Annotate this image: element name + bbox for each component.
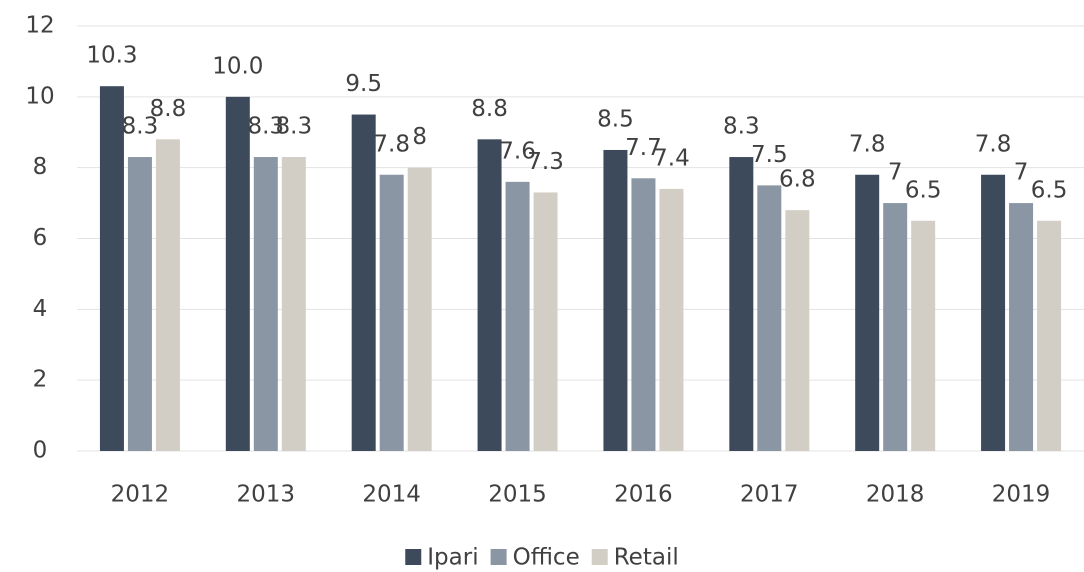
data-label: 8.3	[122, 114, 159, 140]
data-label: 6.5	[1031, 177, 1068, 203]
x-tick-label: 2014	[362, 482, 421, 508]
data-label: 8.3	[248, 114, 285, 140]
bar	[155, 139, 180, 452]
bar	[785, 210, 810, 451]
data-label: 8	[412, 124, 427, 150]
bar	[477, 139, 502, 452]
bar	[253, 157, 278, 451]
bar	[981, 174, 1006, 451]
bar	[505, 181, 530, 452]
x-tick-label: 2013	[237, 482, 296, 508]
data-label: 7.4	[653, 145, 690, 171]
data-label: 7.8	[373, 131, 410, 157]
bar	[379, 174, 404, 451]
legend-label: Office	[513, 545, 580, 571]
y-tick-label: 10	[25, 83, 54, 109]
y-tick-label: 4	[33, 296, 48, 322]
data-label: 9.5	[345, 71, 382, 97]
bar	[351, 114, 376, 452]
data-label: 7.5	[751, 142, 788, 168]
x-tick-label: 2018	[866, 482, 925, 508]
bar	[883, 203, 908, 451]
bar	[225, 96, 250, 451]
data-label: 8.8	[150, 96, 187, 122]
data-label: 6.5	[905, 177, 942, 203]
data-label: 7.3	[527, 149, 564, 175]
data-label: 6.8	[779, 167, 816, 193]
legend-label: Ipari	[427, 545, 478, 571]
legend-swatch	[405, 549, 422, 565]
bar	[631, 178, 656, 451]
data-label: 7.8	[975, 131, 1012, 157]
data-label: 8.3	[276, 114, 313, 140]
bar	[1009, 203, 1034, 451]
bar	[407, 167, 432, 451]
bar	[603, 149, 628, 452]
data-label: 8.5	[597, 106, 634, 132]
y-tick-label: 0	[33, 438, 48, 464]
legend-label: Retail	[614, 545, 679, 571]
legend-swatch	[490, 549, 507, 565]
x-tick-label: 2017	[740, 482, 799, 508]
bar	[911, 220, 936, 451]
bar	[729, 157, 754, 451]
x-tick-label: 2019	[992, 482, 1051, 508]
bar	[281, 157, 306, 451]
data-label: 7.8	[849, 131, 886, 157]
bar	[757, 185, 782, 451]
bar	[533, 192, 558, 452]
y-tick-label: 12	[25, 13, 54, 39]
data-label: 7	[888, 160, 903, 186]
y-tick-label: 8	[33, 154, 48, 180]
data-label: 8.3	[723, 114, 760, 140]
x-tick-label: 2012	[111, 482, 170, 508]
data-label: 10.3	[86, 43, 137, 69]
bar	[127, 157, 152, 451]
bar	[99, 86, 124, 451]
bar	[1037, 220, 1062, 451]
y-tick-label: 2	[33, 367, 48, 393]
data-label: 7.6	[499, 138, 536, 164]
x-tick-label: 2015	[488, 482, 547, 508]
legend-swatch	[591, 549, 608, 565]
bar	[855, 174, 880, 451]
data-label: 7	[1014, 160, 1029, 186]
data-label: 10.0	[212, 53, 263, 79]
x-tick-label: 2016	[614, 482, 673, 508]
data-label: 7.7	[625, 135, 662, 161]
y-tick-label: 6	[33, 225, 48, 251]
data-label: 8.8	[471, 96, 508, 122]
bar	[659, 188, 684, 451]
